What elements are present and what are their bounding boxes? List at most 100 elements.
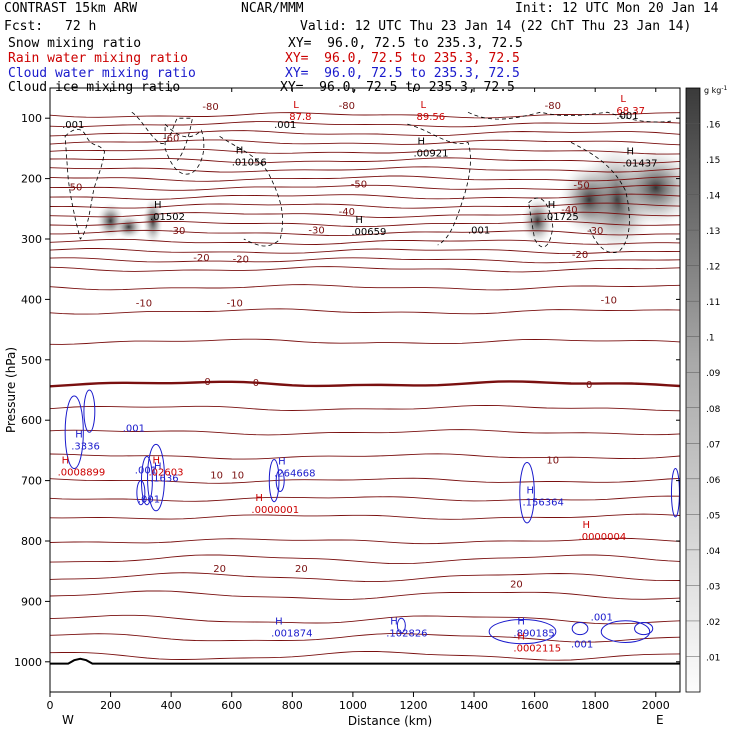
x-axis: 0 200 400 600 800 1000 1200 1400 1600 1800 2000: [47, 88, 670, 712]
cloud-ice-contour-label: .001: [616, 111, 638, 122]
temperature-contour-label: 0: [253, 378, 259, 389]
x-tick-label: 1200: [399, 699, 427, 712]
extremum-value-label: .0000001: [251, 505, 299, 516]
temperature-contour-label: 10: [546, 455, 559, 466]
temperature-isotherm: [50, 112, 680, 119]
colorbar-label: .06: [706, 476, 721, 486]
valid-time: Valid: 12 UTC Thu 23 Jan 14 (22 ChT Thu …: [300, 19, 692, 34]
cloud-ice-contour-label: .001: [62, 120, 84, 131]
temperature-isotherm: [50, 121, 680, 128]
extremum-marker: H: [154, 200, 162, 211]
cloud-water-contour: [519, 461, 535, 524]
legend-snow-xy: XY= 96.0, 72.5 to 235.3, 72.5: [288, 36, 523, 51]
temperature-contour-label: -50: [66, 182, 82, 193]
x-tick-label: 1800: [581, 699, 609, 712]
temperature-isotherm: [50, 650, 680, 661]
x-tick-label: 2000: [642, 699, 670, 712]
extremum-value-label: .0008899: [58, 467, 106, 478]
temperature-isotherm: [50, 572, 680, 583]
temperature-isotherm: [50, 220, 680, 228]
snow-shading-blob: [559, 163, 620, 236]
cloud-water-contour-label: .001: [138, 495, 160, 506]
temperature-contour-label: -80: [545, 101, 561, 112]
snow-shading-blob: [615, 147, 680, 228]
cloud-ice-contour: [219, 135, 283, 247]
temperature-contour-label: -80: [339, 101, 355, 112]
temperature-isotherm: [50, 248, 680, 255]
extremum-marker: L: [420, 100, 426, 111]
cloud-ice-contour: [64, 129, 105, 240]
extremum-value-label: .3336: [71, 441, 100, 452]
x-tick-label: 600: [221, 699, 242, 712]
cloud-water-contour: [670, 468, 680, 518]
temperature-contour-label: -10: [227, 298, 243, 309]
temperature-isotherm: [50, 284, 680, 291]
cloud-water-contour: [600, 620, 651, 643]
y-tick-label: 600: [21, 414, 42, 427]
x-tick-label: 800: [282, 699, 303, 712]
colorbar-label: .14: [706, 192, 721, 202]
extremum-value-label: 87.8: [289, 112, 311, 123]
temperature-isotherm: [50, 184, 680, 191]
temperature-isotherm: [50, 139, 680, 146]
extremum-marker: H: [390, 617, 398, 628]
extremum-value-label: 68.37: [616, 106, 645, 117]
extremum-marker: H: [275, 617, 283, 628]
colorbar-label: .09: [706, 369, 721, 379]
extremum-value-label: .001874: [271, 629, 312, 640]
ground-surface-line: [50, 657, 680, 665]
extremum-marker: H: [152, 455, 160, 466]
colorbar-label: .16: [706, 121, 721, 131]
extremum-marker: H: [626, 147, 634, 158]
cloud-water-contour: [396, 617, 406, 634]
extremum-value-label: .01502: [150, 212, 185, 223]
extremum-value-label: .1636: [150, 473, 179, 484]
temperature-isotherm: [50, 148, 680, 155]
extremum-marker: L: [293, 100, 299, 111]
colorbar-ramp: [685, 87, 701, 693]
colorbar-label: .02: [706, 618, 720, 628]
cloud-ice-contour-label: .001: [468, 225, 490, 236]
temperature-isotherm: [50, 211, 680, 218]
temperature-contour-label: 0: [586, 380, 592, 391]
extremum-marker: H: [527, 486, 535, 497]
extremum-value-label: .00659: [351, 227, 386, 238]
temperature-contour-label: -20: [193, 253, 209, 264]
temperature-isotherm: [50, 166, 680, 173]
y-tick-label: 200: [21, 173, 42, 186]
temperature-contour-label: -50: [573, 181, 589, 192]
temperature-isotherm: [50, 157, 680, 164]
x-tick-label: 1000: [339, 699, 367, 712]
colorbar-label: .07: [706, 440, 720, 450]
temperature-isotherm: [50, 429, 680, 436]
extremum-value-label: .264668: [274, 469, 315, 480]
temperature-contour-label: 10: [210, 471, 223, 482]
cloud-water-contour-label: .001: [135, 466, 157, 477]
colorbar-label: .01: [706, 653, 720, 663]
cloud-water-contour-label: .001: [591, 613, 613, 624]
extremum-value-label: .01056: [232, 157, 267, 168]
cloud-water-contour: [136, 480, 146, 506]
temperature-contour-label: 20: [510, 579, 523, 590]
temperature-isotherm: [50, 495, 680, 502]
legend-snow: Snow mixing ratio: [8, 36, 142, 51]
extremum-value-label: .02603: [148, 467, 183, 478]
snow-shading-blob: [142, 196, 163, 245]
y-tick-label: 300: [21, 233, 42, 246]
extremum-marker: H: [236, 145, 244, 156]
east-label: E: [656, 713, 664, 727]
temperature-isotherm: [50, 633, 680, 643]
freezing-level-line: [50, 380, 680, 388]
contour-labels: -80 -80 -80 -60 -50 -50 -50 -40 -40 -30 -30 -30 -20 -…: [58, 94, 658, 655]
temperature-isotherm: [50, 175, 680, 182]
extremum-value-label: .01437: [622, 159, 657, 170]
y-tick-label: 900: [21, 595, 42, 608]
temperature-contours: [50, 112, 680, 665]
temperature-isotherm: [50, 513, 680, 520]
plot-frame: [49, 87, 681, 693]
cloud-water-contour: [268, 458, 280, 503]
colorbar-label: .13: [706, 227, 720, 237]
extremum-marker: H: [255, 493, 263, 504]
y-tick-label: 100: [21, 112, 42, 125]
